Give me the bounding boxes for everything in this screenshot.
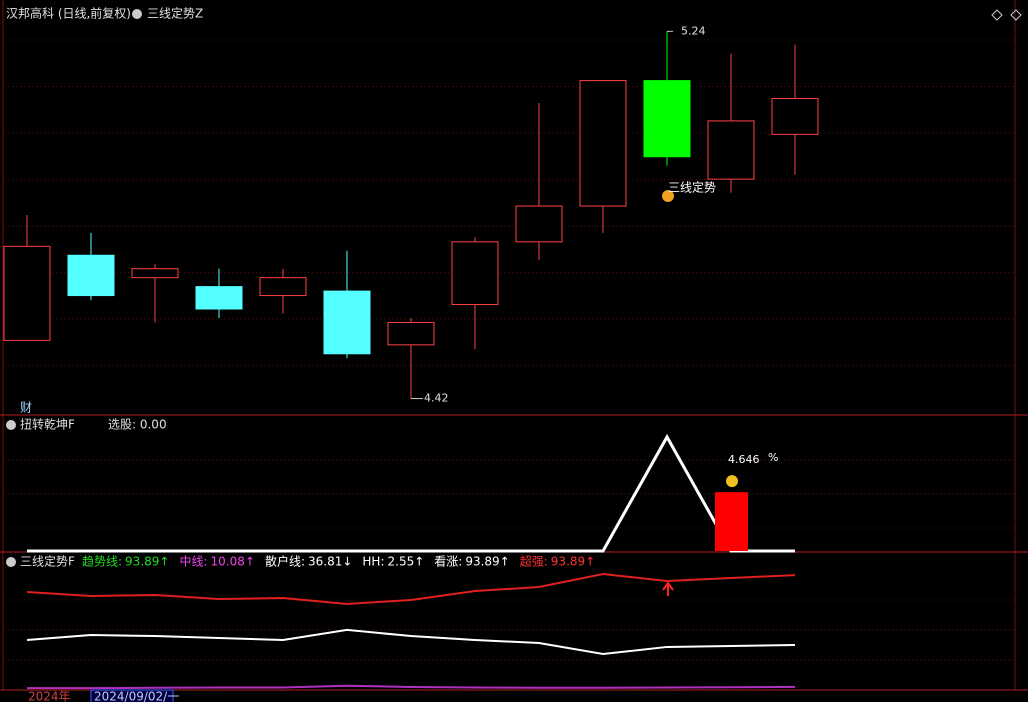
candle-body bbox=[67, 254, 115, 297]
candle-body bbox=[515, 205, 563, 243]
legend-value: 93.89↑ bbox=[551, 555, 595, 569]
candle-body bbox=[579, 80, 627, 207]
panel-title: 扭转乾坤F bbox=[20, 417, 75, 432]
diamond-icon[interactable] bbox=[1010, 9, 1022, 21]
candle-body bbox=[451, 241, 499, 306]
legend-value: 2.55↑ bbox=[388, 555, 425, 569]
smiley-icon bbox=[726, 475, 738, 488]
series-line bbox=[26, 573, 796, 606]
panel-subtitle: 选股: 0.00 bbox=[108, 418, 167, 432]
candle-body bbox=[131, 268, 179, 279]
panel-title: 三线定势F bbox=[20, 554, 75, 569]
candle-body bbox=[3, 245, 51, 341]
legend-value: 36.81↓ bbox=[308, 555, 352, 569]
cursor-date: 2024/09/02/一 bbox=[94, 690, 179, 702]
bar-unit-label: % bbox=[768, 451, 778, 464]
legend-name: 散户线: bbox=[265, 554, 305, 569]
signal-label: 三线定势 bbox=[668, 180, 716, 195]
bar-value-label: 4.646 bbox=[728, 453, 760, 466]
series-line bbox=[26, 628, 796, 656]
min-label: 4.42 bbox=[424, 392, 449, 405]
marker-label: 财 bbox=[20, 401, 32, 415]
max-label: 5.24 bbox=[681, 24, 706, 37]
panel-icon[interactable] bbox=[6, 420, 16, 430]
legend-value: 93.89↑ bbox=[125, 555, 169, 569]
candle-body bbox=[387, 321, 435, 346]
candle-body bbox=[771, 98, 819, 135]
signal-arrow bbox=[662, 581, 674, 596]
legend-name: 中线: bbox=[179, 554, 207, 569]
candle-body bbox=[259, 277, 307, 297]
legend-name: HH: bbox=[362, 555, 384, 569]
legend-name: 超强: bbox=[520, 554, 548, 569]
candle-body bbox=[707, 120, 755, 180]
bar bbox=[715, 492, 748, 551]
stock-title: 汉邦高科 (日线,前复权) bbox=[6, 6, 131, 21]
cursor-date-box bbox=[90, 689, 174, 702]
legend-name: 趋势线: bbox=[82, 555, 122, 569]
series-line bbox=[27, 433, 795, 553]
panel-icon[interactable] bbox=[6, 557, 16, 567]
indicator-name: 三线定势Z bbox=[147, 6, 203, 21]
year-label: 2024年 bbox=[28, 690, 71, 702]
candle-body bbox=[323, 290, 371, 355]
legend-name: 看涨: bbox=[434, 554, 462, 569]
indicator-icon[interactable] bbox=[132, 9, 142, 19]
candle-body bbox=[195, 286, 243, 310]
candle-body bbox=[643, 80, 691, 158]
signal-icon bbox=[662, 190, 674, 202]
series-line bbox=[27, 684, 796, 690]
diamond-icon[interactable] bbox=[991, 9, 1003, 21]
legend-value: 93.89↑ bbox=[465, 555, 509, 569]
legend-value: 10.08↑ bbox=[211, 555, 255, 569]
